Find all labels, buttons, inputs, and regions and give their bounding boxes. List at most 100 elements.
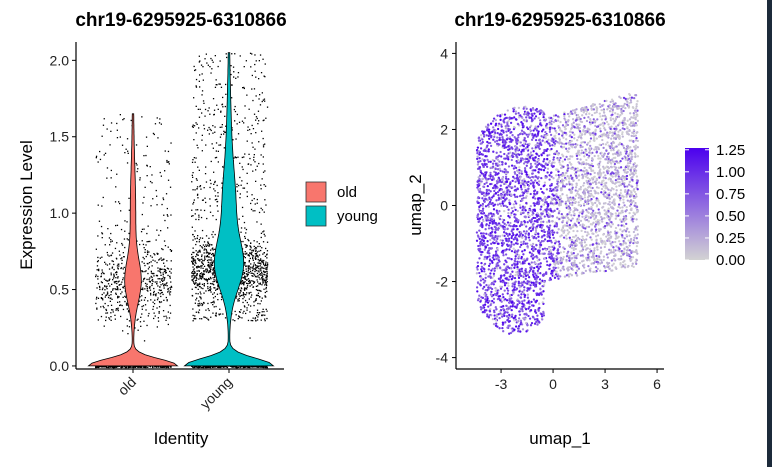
violin-jitter-point xyxy=(195,255,197,258)
umap-cell-point xyxy=(499,169,502,172)
violin-jitter-point xyxy=(127,150,129,152)
violin-jitter-point xyxy=(122,286,124,288)
violin-jitter-point xyxy=(198,278,200,280)
umap-cell-point xyxy=(566,229,569,232)
umap-cell-point xyxy=(594,265,598,269)
violin-jitter-point xyxy=(234,110,237,113)
violin-jitter-point xyxy=(167,268,170,270)
umap-cell-point xyxy=(617,203,621,206)
violin-jitter-point xyxy=(110,319,112,321)
umap-cell-point xyxy=(499,287,503,290)
violin-jitter-point xyxy=(195,85,197,87)
violin-zero-point xyxy=(239,366,241,369)
umap-cell-point xyxy=(506,221,510,224)
violin-jitter-point xyxy=(265,268,267,270)
violin-jitter-point xyxy=(249,157,251,160)
umap-cell-point xyxy=(540,135,543,138)
violin-jitter-point xyxy=(192,234,194,236)
violin-jitter-point xyxy=(249,270,252,272)
violin-jitter-point xyxy=(255,252,258,255)
violin-jitter-point xyxy=(148,262,151,264)
violin-jitter-point xyxy=(147,272,149,275)
umap-cell-point xyxy=(594,124,597,128)
violin-jitter-point xyxy=(217,287,219,290)
violin-jitter-point xyxy=(260,207,262,209)
violin-jitter-point xyxy=(163,214,165,216)
umap-cell-point xyxy=(625,222,628,226)
umap-cell-point xyxy=(619,228,622,231)
violin-zero-point xyxy=(155,366,158,368)
violin-jitter-point xyxy=(252,146,254,148)
umap-cell-point xyxy=(622,144,625,147)
umap-cell-point xyxy=(625,205,628,209)
violin-jitter-point xyxy=(106,167,109,169)
violin-jitter-point xyxy=(236,183,238,185)
violin-jitter-point xyxy=(198,80,200,82)
violin-jitter-point xyxy=(241,281,243,283)
violin-jitter-point xyxy=(201,73,203,75)
violin-jitter-point xyxy=(265,117,267,119)
umap-cell-point xyxy=(478,157,481,160)
violin-jitter-point xyxy=(200,216,203,219)
umap-cell-point xyxy=(504,182,507,186)
violin-jitter-point xyxy=(257,316,259,318)
violin-jitter-point xyxy=(161,259,163,261)
violin-jitter-point xyxy=(245,246,247,248)
umap-cell-point xyxy=(590,108,593,111)
umap-cell-point xyxy=(611,223,614,226)
umap-cell-point xyxy=(498,225,501,228)
umap-cell-point xyxy=(569,219,573,222)
violin-jitter-point xyxy=(105,312,107,314)
umap-cell-point xyxy=(534,216,537,220)
violin-jitter-point xyxy=(257,275,259,277)
violin-zero-point xyxy=(122,365,124,367)
umap-cell-point xyxy=(569,155,572,158)
violin-jitter-point xyxy=(164,245,167,247)
umap-cell-point xyxy=(579,185,583,189)
umap-cell-point xyxy=(524,157,527,161)
violin-jitter-point xyxy=(266,271,268,273)
violin-jitter-point xyxy=(246,288,248,290)
violin-jitter-point xyxy=(105,279,107,281)
umap-cell-point xyxy=(549,184,552,187)
violin-jitter-point xyxy=(167,287,169,290)
umap-cell-point xyxy=(508,239,511,242)
umap-cell-point xyxy=(500,155,503,158)
violin-jitter-point xyxy=(117,263,119,265)
violin-jitter-point xyxy=(128,320,131,322)
violin-jitter-point xyxy=(245,294,247,296)
umap-cell-point xyxy=(546,263,549,267)
violin-jitter-point xyxy=(127,311,130,313)
violin-jitter-point xyxy=(266,274,268,276)
violin-y-tick-label: 2.0 xyxy=(50,52,70,68)
umap-cell-point xyxy=(501,202,504,205)
violin-jitter-point xyxy=(234,310,236,313)
violin-jitter-point xyxy=(153,317,155,320)
umap-cell-point xyxy=(549,239,553,242)
violin-jitter-point xyxy=(104,296,106,298)
violin-jitter-point xyxy=(110,254,112,257)
violin-jitter-point xyxy=(211,233,213,236)
violin-jitter-point xyxy=(260,274,262,276)
violin-jitter-point xyxy=(121,291,123,293)
umap-cell-point xyxy=(483,285,486,289)
umap-cell-point xyxy=(590,105,593,108)
violin-zero-point xyxy=(152,366,154,368)
violin-jitter-point xyxy=(117,268,119,270)
umap-cell-point xyxy=(614,166,618,169)
violin-jitter-point xyxy=(196,270,198,272)
umap-cell-point xyxy=(540,217,543,220)
violin-jitter-point xyxy=(240,184,242,186)
umap-cell-point xyxy=(634,94,638,97)
violin-jitter-point xyxy=(160,230,162,232)
violin-jitter-point xyxy=(97,278,99,280)
violin-jitter-point xyxy=(260,261,263,263)
violin-jitter-point xyxy=(208,133,210,135)
violin-zero-point xyxy=(265,366,268,368)
violin-jitter-point xyxy=(242,168,244,171)
umap-cell-point xyxy=(591,164,595,168)
violin-jitter-point xyxy=(156,307,158,309)
violin-jitter-point xyxy=(257,314,260,316)
violin-jitter-point xyxy=(170,268,172,270)
umap-cell-point xyxy=(610,125,613,128)
